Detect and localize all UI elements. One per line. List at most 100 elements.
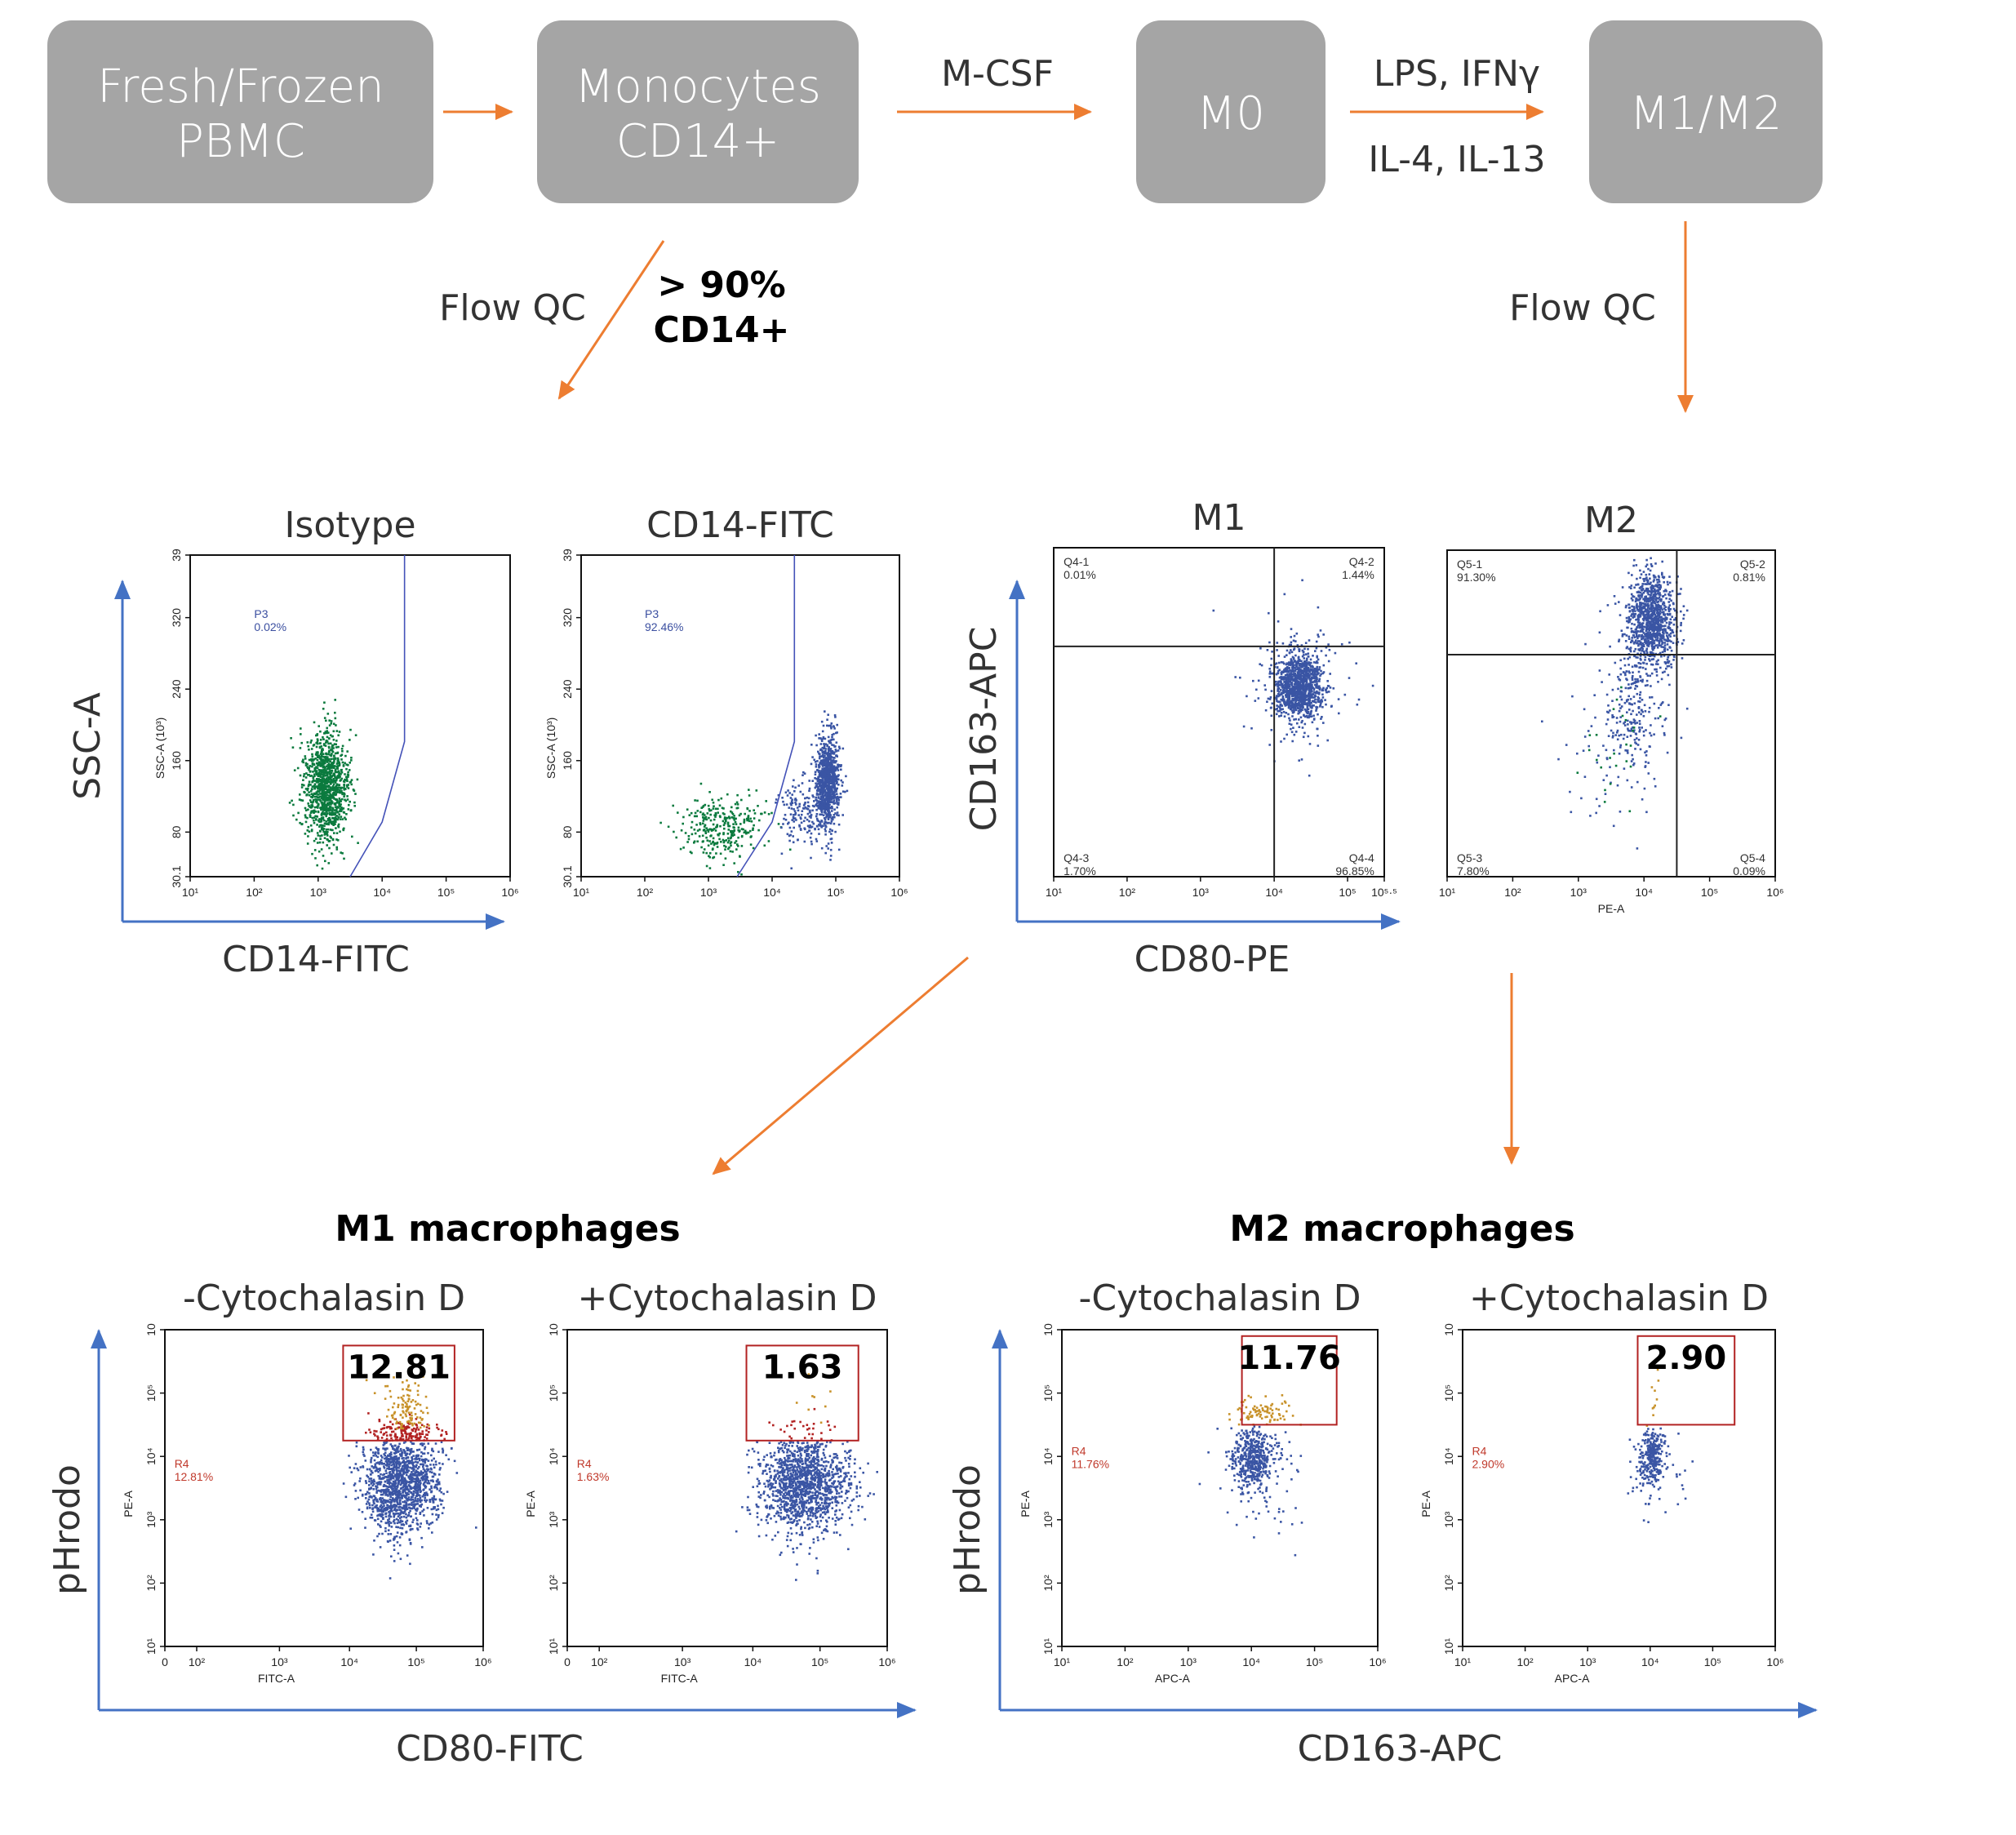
- event-dot: [687, 838, 691, 841]
- event-dot: [1665, 621, 1668, 624]
- event-dot: [1318, 691, 1321, 694]
- event-dot: [825, 757, 828, 760]
- event-dot: [310, 748, 313, 750]
- event-dot: [732, 826, 735, 829]
- event-dot: [1292, 661, 1294, 664]
- event-dot: [1672, 642, 1675, 644]
- event-dot: [833, 797, 835, 800]
- event-dot: [1306, 669, 1309, 672]
- event-dot: [777, 823, 780, 825]
- event-dot: [1356, 703, 1359, 706]
- event-dot: [1648, 658, 1650, 660]
- event-dot: [321, 867, 324, 870]
- event-dot: [721, 806, 724, 810]
- event-dot: [1289, 688, 1291, 691]
- event-dot: [795, 803, 797, 806]
- event-dot: [1628, 586, 1631, 589]
- event-dot: [319, 775, 322, 778]
- event-dot: [1652, 652, 1654, 655]
- event-dot: [1311, 706, 1313, 709]
- event-dot: [828, 779, 831, 781]
- event-dot: [1644, 583, 1646, 585]
- event-dot: [1291, 698, 1294, 700]
- event-dot: [825, 815, 828, 818]
- event-dot: [818, 769, 820, 772]
- event-dot: [326, 834, 329, 837]
- event-dot: [837, 784, 840, 786]
- event-dot: [714, 815, 717, 818]
- event-dot: [1302, 735, 1305, 739]
- event-dot: [324, 833, 327, 835]
- event-dot: [318, 818, 321, 820]
- event-dot: [1627, 638, 1631, 640]
- event-dot: [313, 787, 316, 790]
- event-dot: [1302, 702, 1305, 704]
- event-dot: [760, 812, 762, 815]
- event-dot: [1292, 663, 1294, 665]
- event-dot: [1316, 669, 1318, 672]
- event-dot: [1649, 621, 1651, 624]
- event-dot: [1307, 702, 1310, 704]
- event-dot: [1661, 560, 1663, 563]
- event-dot: [331, 766, 335, 769]
- event-dot: [308, 794, 311, 797]
- event-dot: [1654, 634, 1658, 637]
- event-dot: [331, 822, 335, 825]
- event-dot: [728, 846, 730, 849]
- gate-value: 0.01%: [1064, 568, 1096, 581]
- event-dot: [841, 784, 844, 787]
- event-dot: [1631, 637, 1633, 639]
- event-dot: [1646, 632, 1650, 635]
- arrow-flow-qc-left: [557, 240, 665, 400]
- event-dot: [1633, 702, 1636, 704]
- event-dot: [815, 789, 819, 792]
- event-dot: [1319, 700, 1321, 704]
- event-dot: [338, 784, 341, 786]
- event-dot: [811, 756, 814, 758]
- event-dot: [339, 780, 342, 782]
- event-dot: [1653, 576, 1655, 579]
- event-dot: [327, 742, 330, 745]
- event-dot: [304, 762, 308, 765]
- event-dot: [1312, 681, 1316, 683]
- event-dot: [334, 780, 337, 782]
- event-dot: [331, 792, 335, 795]
- event-dot: [815, 734, 817, 737]
- event-dot: [1646, 644, 1650, 647]
- event-dot: [833, 751, 836, 753]
- event-dot: [810, 832, 813, 835]
- event-dot: [824, 737, 827, 740]
- event-dot: [712, 829, 714, 832]
- event-dot: [1682, 605, 1685, 607]
- event-dot: [1269, 696, 1272, 699]
- event-dot: [1294, 700, 1298, 702]
- event-dot: [1645, 602, 1647, 606]
- event-dot: [1656, 581, 1659, 584]
- event-dot: [320, 824, 322, 827]
- event-dot: [1300, 660, 1303, 663]
- event-dot: [709, 828, 712, 831]
- event-dot: [343, 789, 346, 791]
- event-dot: [826, 754, 829, 757]
- event-dot: [703, 817, 705, 820]
- event-dot: [827, 774, 830, 777]
- event-dot: [1309, 706, 1312, 709]
- event-dot: [1676, 641, 1680, 643]
- event-dot: [1641, 607, 1643, 611]
- event-dot: [1636, 616, 1640, 620]
- event-dot: [1631, 665, 1634, 669]
- event-dot: [693, 829, 696, 831]
- event-dot: [328, 724, 331, 726]
- event-dot: [1321, 696, 1325, 699]
- event-dot: [818, 764, 820, 767]
- event-dot: [326, 777, 328, 780]
- event-dot: [349, 800, 351, 803]
- event-dot: [326, 726, 328, 730]
- event-dot: [825, 791, 828, 794]
- event-dot: [335, 771, 339, 774]
- event-dot: [299, 793, 301, 796]
- event-dot: [315, 745, 318, 749]
- event-dot: [802, 820, 806, 823]
- event-dot: [828, 753, 832, 755]
- event-dot: [307, 744, 309, 748]
